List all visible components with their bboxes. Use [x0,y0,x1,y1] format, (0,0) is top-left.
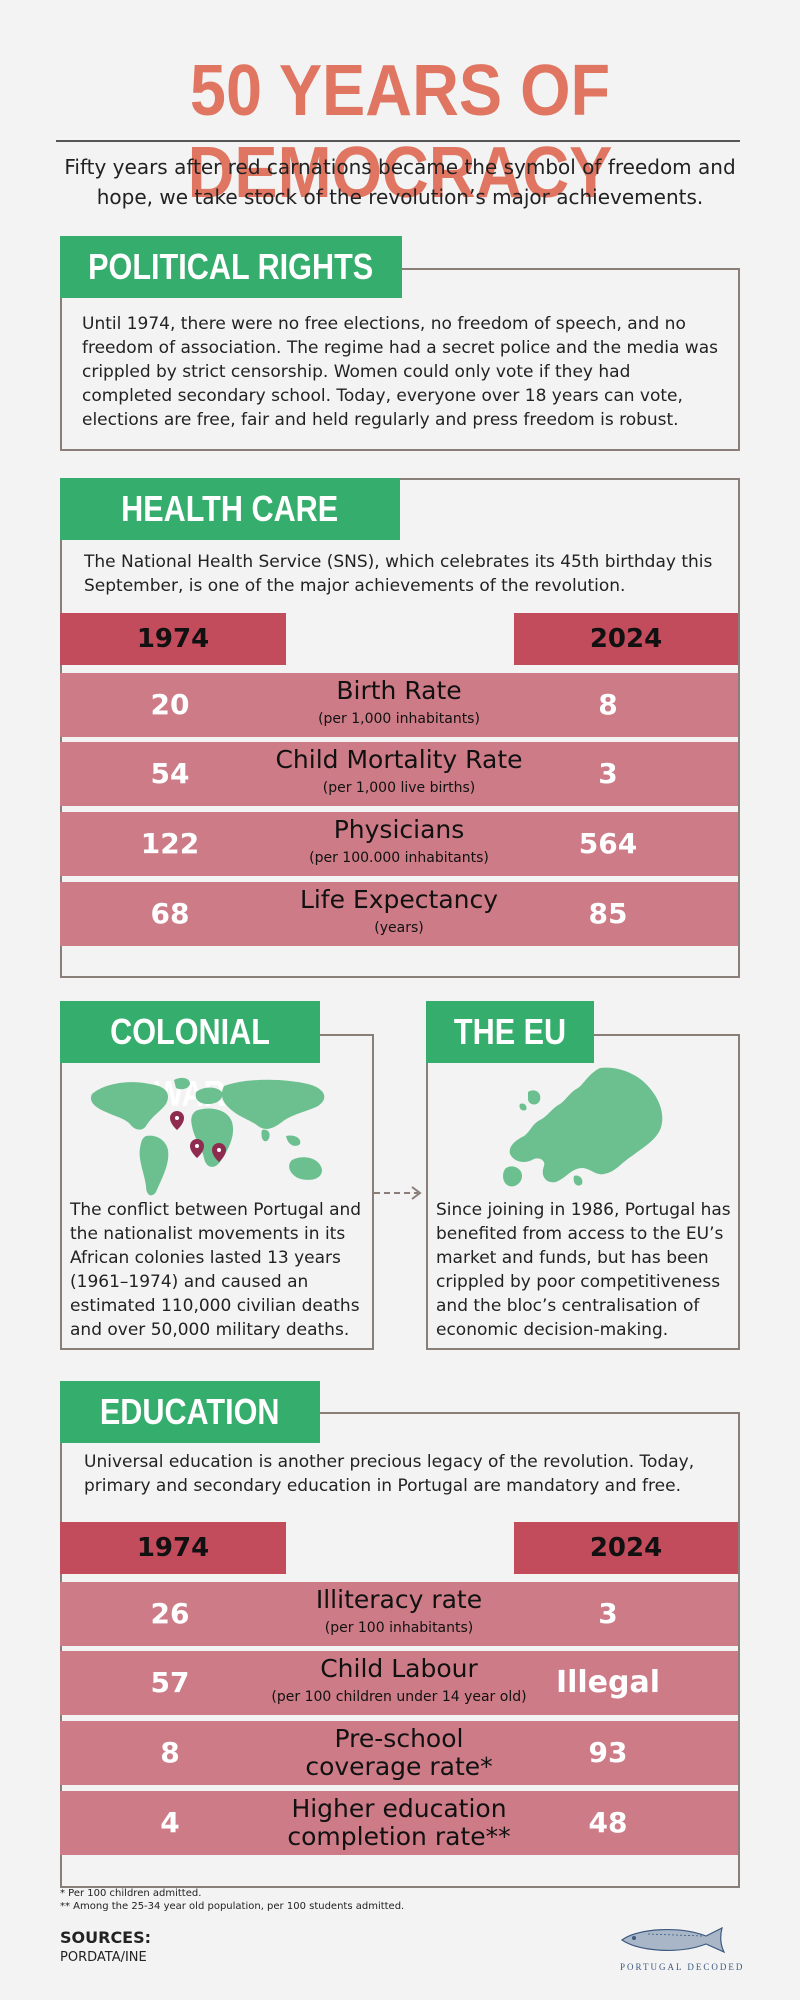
health-row-child-mortality: 54 Child Mortality Rate (per 1,000 live … [60,742,738,806]
health-value-1974: 20 [150,688,190,721]
eu-text: Since joining in 1986, Portugal has bene… [436,1200,731,1340]
brand-name: PORTUGAL DECODED [620,1962,745,1972]
colonial-war-tab: COLONIAL WAR [60,1001,320,1114]
political-rights-panel [60,268,740,451]
education-year-1974: 1974 [60,1522,286,1574]
education-indicator-label: Pre-school [334,1724,464,1753]
education-indicator-label: Higher education [291,1794,507,1823]
education-indicator-label: Child Labour [320,1654,478,1683]
education-row-child-labour: 57 Child Labour (per 100 children under … [60,1651,738,1715]
education-value-1974: 8 [160,1736,180,1769]
education-row-illiteracy: 26 Illiteracy rate (per 100 inhabitants)… [60,1582,738,1646]
map-pin-icon [170,1111,226,1162]
page-title: 50 YEARS OF DEMOCRACY [187,51,613,213]
eu-tab: THE EU [426,1001,594,1063]
health-indicator-label: Life Expectancy [299,885,499,914]
title-divider [56,140,740,142]
health-value-1974: 122 [140,827,200,860]
health-indicator-unit: (per 100.000 inhabitants) [309,850,489,866]
education-indicator-label-line2: coverage rate* [305,1752,493,1781]
sources-value: PORDATA/INE [60,1950,147,1965]
page-subtitle: Fifty years after red carnations became … [64,155,736,209]
health-indicator-unit: (per 1,000 live births) [322,780,476,796]
health-indicator-label: Birth Rate [336,676,462,705]
education-value-1974: 57 [150,1666,190,1699]
health-row-physicians: 122 Physicians (per 100.000 inhabitants)… [60,812,738,876]
sources-label: SOURCES: [60,1928,152,1947]
education-value-2024: 3 [598,1597,618,1630]
political-rights-text: Until 1974, there were no free elections… [82,314,718,430]
education-year-2024: 2024 [514,1522,738,1574]
colonial-war-text: The conflict between Portugal and the na… [70,1200,362,1340]
health-value-2024: 85 [588,897,628,930]
footnote-1: * Per 100 children admitted. [60,1888,202,1899]
education-value-2024: Illegal [555,1665,661,1700]
political-rights-tab: POLITICAL RIGHTS [60,236,402,298]
education-row-preschool: 8 Pre-school coverage rate* 93 [60,1721,738,1785]
education-row-higher-education: 4 Higher education completion rate** 48 [60,1791,738,1855]
health-indicator-label: Physicians [333,815,465,844]
health-value-2024: 564 [578,827,638,860]
footnote-2: ** Among the 25-34 year old population, … [60,1901,405,1912]
health-row-birth-rate: 20 Birth Rate (per 1,000 inhabitants) 8 [60,673,738,737]
health-care-text: The National Health Service (SNS), which… [84,552,713,596]
health-year-1974: 1974 [60,613,286,665]
education-value-2024: 48 [588,1806,628,1839]
education-value-2024: 93 [588,1736,628,1769]
health-value-1974: 68 [150,897,190,930]
health-indicator-unit: (years) [374,920,424,936]
world-map-icon [90,1077,325,1196]
health-row-life-expectancy: 68 Life Expectancy (years) 85 [60,882,738,946]
health-value-1974: 54 [150,757,190,790]
health-value-2024: 8 [598,688,618,721]
health-year-2024: 2024 [514,613,738,665]
europe-map-icon [503,1067,663,1187]
education-text: Universal education is another precious … [84,1452,695,1496]
education-indicator-label: Illiteracy rate [315,1585,483,1614]
education-value-1974: 26 [150,1597,190,1630]
education-tab: EDUCATION [60,1381,320,1443]
education-indicator-unit: (per 100 inhabitants) [324,1620,474,1636]
education-value-1974: 4 [160,1806,180,1839]
health-care-tab: HEALTH CARE [60,478,400,540]
education-indicator-unit: (per 100 children under 14 year old) [271,1689,527,1705]
dashed-arrow-icon [374,1186,422,1200]
health-indicator-label: Child Mortality Rate [275,745,523,774]
health-value-2024: 3 [598,757,618,790]
education-indicator-label-line2: completion rate** [287,1822,511,1851]
health-indicator-unit: (per 1,000 inhabitants) [318,711,480,727]
sardine-logo-icon [620,1926,726,1954]
